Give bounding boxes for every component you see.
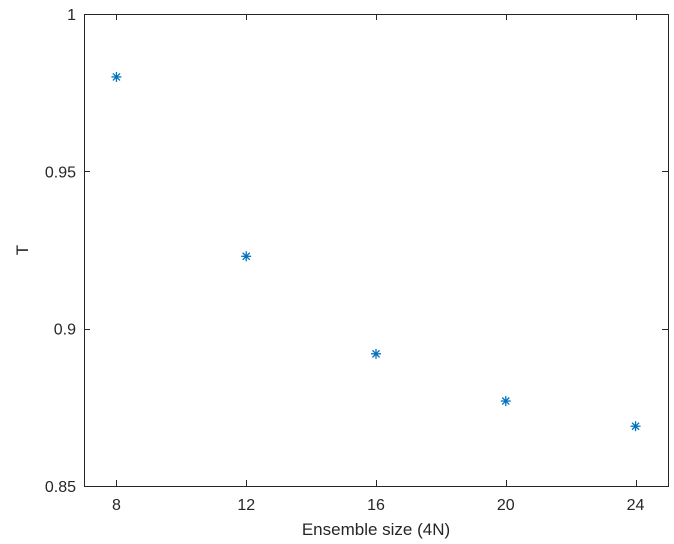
data-points <box>111 71 641 432</box>
data-point-asterisk <box>371 348 381 359</box>
x-tick-label: 16 <box>367 497 385 514</box>
y-tick-label: 0.9 <box>54 322 76 339</box>
y-tick-label: 0.95 <box>45 164 76 181</box>
y-tick-label: 1 <box>67 7 76 24</box>
data-point-asterisk <box>111 71 122 82</box>
axis-ticks: 8 12 16 20 24 0.85 0.9 0.95 1 <box>45 7 668 514</box>
axes-frame <box>84 14 669 487</box>
x-tick-label: 8 <box>112 497 121 514</box>
x-tick-label: 12 <box>237 497 255 514</box>
x-axis-label: Ensemble size (4N) <box>302 520 450 539</box>
y-axis-label: T <box>13 245 32 255</box>
data-point-asterisk <box>630 421 641 432</box>
x-tick-label: 24 <box>627 497 645 514</box>
data-point-asterisk <box>241 251 252 262</box>
plot-area <box>84 14 668 486</box>
y-tick-label: 0.85 <box>45 479 76 496</box>
x-tick-label: 20 <box>497 497 515 514</box>
data-point-asterisk <box>500 396 511 407</box>
